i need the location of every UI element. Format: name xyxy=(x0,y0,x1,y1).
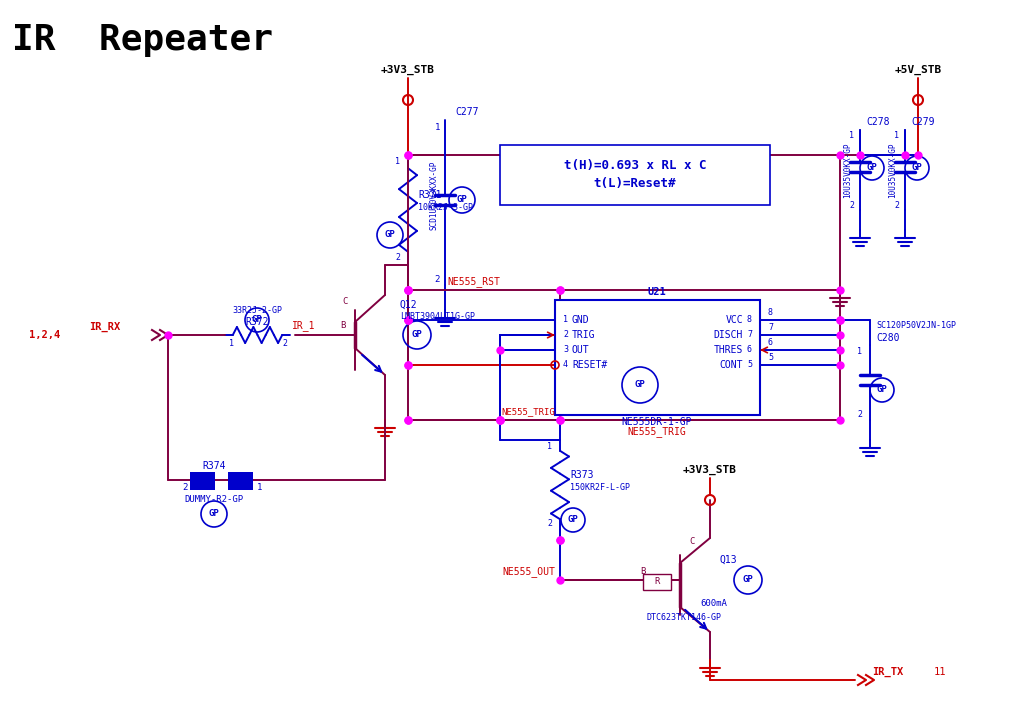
Bar xyxy=(227,472,253,490)
Text: THRES: THRES xyxy=(713,345,742,355)
Text: 6: 6 xyxy=(746,346,751,354)
Text: Q13: Q13 xyxy=(719,555,737,565)
Text: 2: 2 xyxy=(856,411,861,419)
Text: GP: GP xyxy=(456,196,467,204)
Text: NE555_OUT: NE555_OUT xyxy=(501,567,554,577)
Text: DISCH: DISCH xyxy=(713,330,742,340)
Text: 6: 6 xyxy=(767,339,772,347)
Text: 1: 1 xyxy=(434,124,440,132)
Text: 8: 8 xyxy=(767,308,772,318)
Text: GND: GND xyxy=(571,315,589,325)
Text: C278: C278 xyxy=(865,117,889,127)
Text: 5: 5 xyxy=(767,354,772,362)
Text: GP: GP xyxy=(742,575,752,585)
Text: 1: 1 xyxy=(848,132,853,140)
Text: GP: GP xyxy=(634,380,645,390)
Text: 7: 7 xyxy=(746,331,751,339)
Text: GP: GP xyxy=(865,163,877,173)
Text: C280: C280 xyxy=(876,333,899,343)
Text: 7: 7 xyxy=(767,324,772,332)
Text: GP: GP xyxy=(384,231,395,239)
Text: +3V3_STB: +3V3_STB xyxy=(380,65,435,75)
Text: GP: GP xyxy=(567,516,578,524)
Text: 10U35V0KX-GP: 10U35V0KX-GP xyxy=(842,142,851,198)
Text: C: C xyxy=(688,538,694,546)
Text: 11: 11 xyxy=(933,667,945,677)
Text: t(H)=0.693 x RL x C: t(H)=0.693 x RL x C xyxy=(563,158,706,172)
Text: +3V3_STB: +3V3_STB xyxy=(682,465,736,475)
Text: DTC623TKT146-GP: DTC623TKT146-GP xyxy=(646,613,721,623)
Text: GP: GP xyxy=(411,331,422,339)
Text: 10U35V0KX-GP: 10U35V0KX-GP xyxy=(888,142,897,198)
Text: 2: 2 xyxy=(394,254,399,262)
Text: R371: R371 xyxy=(418,190,441,200)
Text: TRIG: TRIG xyxy=(571,330,594,340)
Text: 33R2J-2-GP: 33R2J-2-GP xyxy=(232,306,282,316)
Text: LMBT3904LT1G-GP: LMBT3904LT1G-GP xyxy=(399,313,474,321)
Text: 600mA: 600mA xyxy=(700,600,726,608)
Text: IR_1: IR_1 xyxy=(291,321,314,331)
Text: 1: 1 xyxy=(394,157,399,167)
Text: 2: 2 xyxy=(182,482,187,492)
Text: 2: 2 xyxy=(434,275,440,285)
Text: 8: 8 xyxy=(746,316,751,324)
Text: U21: U21 xyxy=(647,287,665,297)
Text: R373: R373 xyxy=(569,470,592,480)
Text: 3: 3 xyxy=(562,346,567,354)
Text: GP: GP xyxy=(252,316,262,324)
Text: 2: 2 xyxy=(848,201,853,209)
Text: 1: 1 xyxy=(562,316,567,324)
Text: DUMMY-R2-GP: DUMMY-R2-GP xyxy=(184,495,244,505)
Text: 2: 2 xyxy=(282,339,287,349)
Bar xyxy=(554,300,759,415)
Text: NE555_TRIG: NE555_TRIG xyxy=(500,408,554,416)
Text: 2: 2 xyxy=(893,201,898,209)
Bar xyxy=(642,574,670,590)
Text: 1: 1 xyxy=(856,347,861,357)
Text: R374: R374 xyxy=(202,461,225,471)
Text: 2: 2 xyxy=(547,520,551,528)
Text: GP: GP xyxy=(911,163,921,173)
Text: 1: 1 xyxy=(257,482,263,492)
Text: 4: 4 xyxy=(562,360,567,370)
Text: CONT: CONT xyxy=(719,360,742,370)
Text: B: B xyxy=(640,567,645,577)
Text: OUT: OUT xyxy=(571,345,589,355)
Bar xyxy=(190,472,214,490)
Text: R372: R372 xyxy=(245,317,269,327)
Text: 1: 1 xyxy=(893,132,898,140)
Text: 5: 5 xyxy=(746,360,751,370)
Text: R: R xyxy=(654,577,659,587)
Text: t(L)=Reset#: t(L)=Reset# xyxy=(593,176,675,190)
Text: SCD1U50V3KXX-GP: SCD1U50V3KXX-GP xyxy=(429,160,438,229)
Text: NE555_TRIG: NE555_TRIG xyxy=(627,426,685,437)
Text: SC120P50V2JN-1GP: SC120P50V2JN-1GP xyxy=(876,321,955,331)
Text: 1,2,4: 1,2,4 xyxy=(29,330,61,340)
Text: Q12: Q12 xyxy=(399,300,418,310)
Text: 2: 2 xyxy=(562,331,567,339)
Text: C279: C279 xyxy=(910,117,933,127)
Text: IR  Repeater: IR Repeater xyxy=(12,23,273,57)
Text: RESET#: RESET# xyxy=(571,360,607,370)
Text: +5V_STB: +5V_STB xyxy=(894,65,940,75)
Text: IR_TX: IR_TX xyxy=(871,667,903,677)
Text: VCC: VCC xyxy=(725,315,742,325)
Text: GP: GP xyxy=(208,510,219,518)
Text: B: B xyxy=(340,321,345,331)
Text: GP: GP xyxy=(876,385,887,395)
Text: C277: C277 xyxy=(455,107,478,117)
Text: NE555_RST: NE555_RST xyxy=(447,277,499,288)
Text: NE555DR-1-GP: NE555DR-1-GP xyxy=(621,417,692,427)
Text: IR_RX: IR_RX xyxy=(89,322,120,332)
Bar xyxy=(499,145,769,205)
Text: 1: 1 xyxy=(229,339,235,349)
Text: 10KR2J-3-GP: 10KR2J-3-GP xyxy=(418,203,472,211)
Text: C: C xyxy=(343,298,348,306)
Text: 150KR2F-L-GP: 150KR2F-L-GP xyxy=(569,483,630,493)
Text: 1: 1 xyxy=(547,442,551,452)
